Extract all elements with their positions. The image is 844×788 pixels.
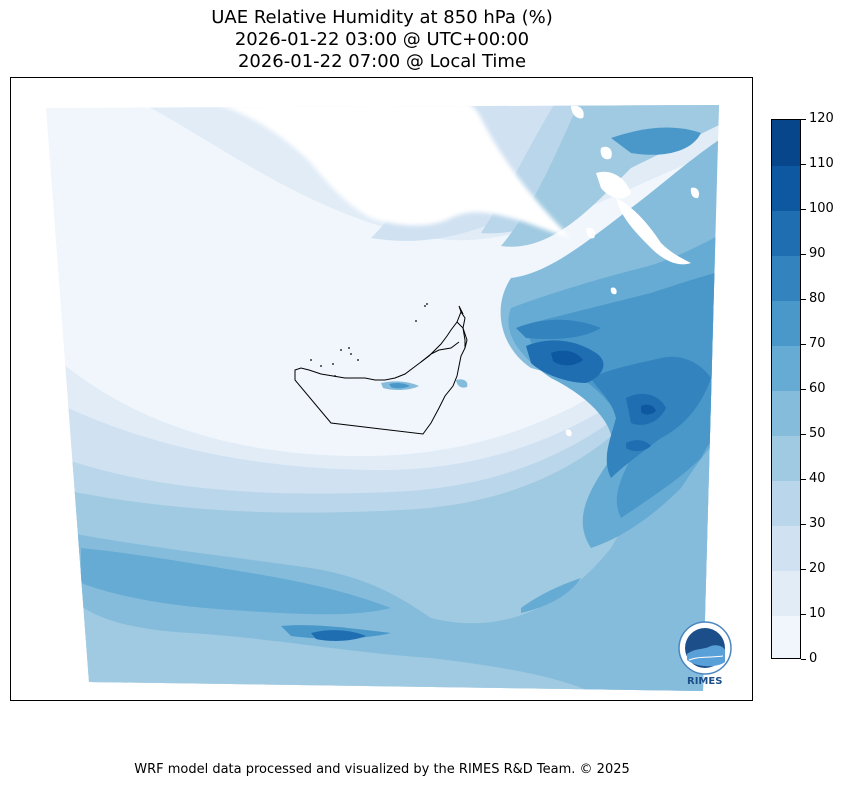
logo-text: RIMES xyxy=(687,676,723,687)
chart-title: UAE Relative Humidity at 850 hPa (%) 202… xyxy=(0,7,764,73)
colorbar-band xyxy=(772,525,800,571)
colorbar-band xyxy=(772,210,800,256)
colorbar-band xyxy=(772,120,800,166)
colorbar xyxy=(771,119,801,659)
humidity-field xyxy=(46,105,719,691)
colorbar-tick-mark xyxy=(801,254,806,255)
colorbar-band xyxy=(772,435,800,481)
island-dots xyxy=(310,303,428,377)
colorbar-tick-mark xyxy=(801,614,806,615)
colorbar-tick-label: 0 xyxy=(809,651,818,666)
colorbar-tick-mark xyxy=(801,344,806,345)
colorbar-band xyxy=(772,615,800,658)
colorbar-tick-label: 110 xyxy=(809,156,834,171)
colorbar-band xyxy=(772,345,800,391)
humidity-contour-map xyxy=(46,105,719,691)
colorbar-tick-mark xyxy=(801,569,806,570)
colorbar-tick-mark xyxy=(801,389,806,390)
colorbar-tick-label: 60 xyxy=(809,381,826,396)
uae-border xyxy=(294,305,468,435)
colorbar-tick-label: 70 xyxy=(809,336,826,351)
colorbar-tick-mark xyxy=(801,659,806,660)
colorbar-tick-label: 10 xyxy=(809,606,826,621)
colorbar-band xyxy=(772,480,800,526)
colorbar-band xyxy=(772,165,800,211)
map-panel: RIMES xyxy=(10,77,753,701)
colorbar-tick-label: 30 xyxy=(809,516,826,531)
colorbar-band xyxy=(772,300,800,346)
footer-credit: WRF model data processed and visualized … xyxy=(134,762,630,777)
colorbar-tick-mark xyxy=(801,434,806,435)
colorbar-tick-mark xyxy=(801,209,806,210)
colorbar-tick-mark xyxy=(801,524,806,525)
colorbar-tick-label: 90 xyxy=(809,246,826,261)
colorbar-band xyxy=(772,255,800,301)
title-line-1: UAE Relative Humidity at 850 hPa (%) xyxy=(211,7,553,28)
colorbar-tick-mark xyxy=(801,479,806,480)
colorbar-band xyxy=(772,570,800,616)
colorbar-tick-label: 100 xyxy=(809,201,834,216)
title-line-3: 2026-01-22 07:00 @ Local Time xyxy=(237,51,527,72)
colorbar-tick-label: 120 xyxy=(809,111,834,126)
title-line-2: 2026-01-22 03:00 @ UTC+00:00 xyxy=(234,29,530,50)
colorbar-tick-mark xyxy=(801,164,806,165)
rimes-logo xyxy=(678,621,732,675)
colorbar-band xyxy=(772,390,800,436)
colorbar-tick-mark xyxy=(801,119,806,120)
colorbar-tick-label: 50 xyxy=(809,426,826,441)
colorbar-tick-label: 20 xyxy=(809,561,826,576)
colorbar-tick-label: 80 xyxy=(809,291,826,306)
colorbar-tick-label: 40 xyxy=(809,471,826,486)
colorbar-tick-mark xyxy=(801,299,806,300)
